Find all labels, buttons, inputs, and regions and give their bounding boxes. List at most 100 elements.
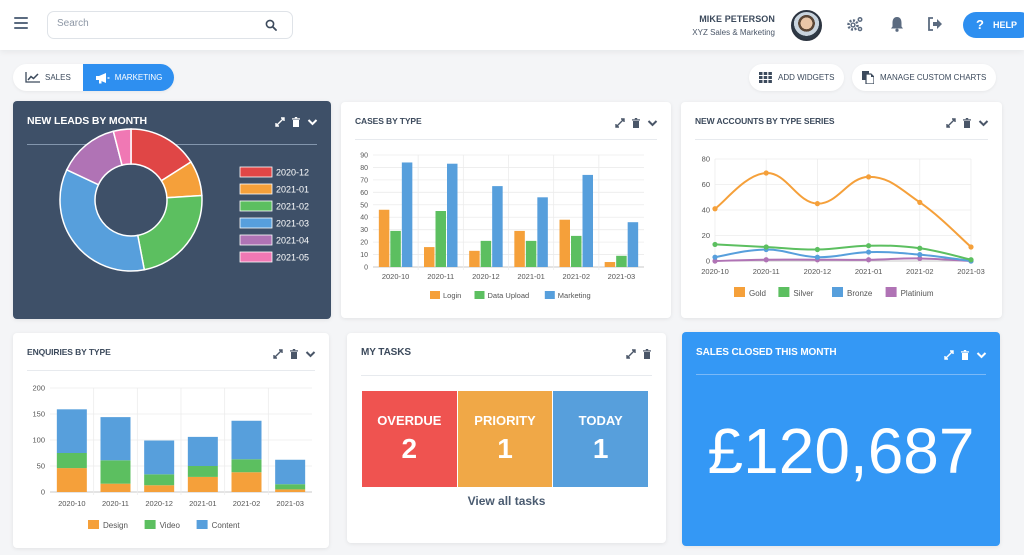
help-button[interactable]: ? HELP bbox=[963, 12, 1024, 38]
tab-sales[interactable]: SALES bbox=[13, 64, 83, 91]
bar[interactable] bbox=[435, 211, 447, 267]
bell-icon[interactable] bbox=[888, 15, 906, 33]
data-point[interactable] bbox=[866, 249, 872, 255]
bar-segment[interactable] bbox=[187, 476, 218, 492]
bar[interactable] bbox=[525, 240, 537, 267]
bar[interactable] bbox=[571, 235, 582, 267]
data-point[interactable] bbox=[917, 199, 923, 205]
data-point[interactable] bbox=[814, 201, 820, 207]
expand-icon[interactable] bbox=[946, 115, 956, 128]
legend-label[interactable]: Silver bbox=[793, 289, 813, 298]
data-point[interactable] bbox=[763, 244, 769, 250]
tab-marketing[interactable]: MARKETING bbox=[82, 64, 175, 91]
bar[interactable] bbox=[480, 240, 492, 267]
menu-icon[interactable] bbox=[14, 17, 28, 29]
bar-segment[interactable] bbox=[144, 485, 175, 492]
data-point[interactable] bbox=[814, 254, 820, 260]
bar[interactable] bbox=[514, 230, 525, 267]
bar-segment[interactable] bbox=[275, 489, 306, 492]
chevron-down-icon[interactable] bbox=[305, 346, 316, 358]
expand-icon[interactable] bbox=[626, 346, 636, 359]
trash-icon[interactable] bbox=[962, 115, 972, 128]
manage-custom-charts-button[interactable]: MANAGE CUSTOM CHARTS bbox=[852, 64, 997, 91]
data-point[interactable] bbox=[968, 244, 974, 250]
chevron-down-icon[interactable] bbox=[978, 115, 989, 127]
donut-slice[interactable] bbox=[112, 128, 132, 167]
chevron-down-icon[interactable] bbox=[307, 114, 318, 126]
expand-icon[interactable] bbox=[273, 346, 283, 359]
bar-segment[interactable] bbox=[187, 436, 218, 466]
trash-icon[interactable] bbox=[291, 114, 301, 127]
legend-label[interactable]: Data Upload bbox=[488, 291, 530, 300]
bar-segment[interactable] bbox=[275, 484, 306, 490]
trash-icon[interactable] bbox=[642, 346, 652, 359]
bar[interactable] bbox=[390, 230, 401, 267]
bar-segment[interactable] bbox=[231, 472, 262, 492]
data-point[interactable] bbox=[866, 174, 872, 180]
bar-segment[interactable] bbox=[187, 466, 218, 477]
line-series[interactable] bbox=[714, 243, 972, 261]
data-point[interactable] bbox=[763, 170, 769, 176]
data-point[interactable] bbox=[866, 257, 872, 263]
data-point[interactable] bbox=[763, 257, 769, 263]
chevron-down-icon[interactable] bbox=[647, 115, 658, 127]
bar[interactable] bbox=[378, 209, 390, 267]
chevron-down-icon[interactable] bbox=[976, 347, 987, 359]
legend-label[interactable]: Video bbox=[160, 521, 181, 530]
bar[interactable] bbox=[582, 174, 594, 267]
bar[interactable] bbox=[447, 163, 458, 267]
data-point[interactable] bbox=[917, 245, 923, 251]
bar[interactable] bbox=[627, 222, 639, 267]
line-series[interactable] bbox=[714, 248, 972, 262]
bar[interactable] bbox=[492, 186, 503, 267]
line-series[interactable] bbox=[714, 257, 972, 262]
bar[interactable] bbox=[424, 247, 435, 267]
data-point[interactable] bbox=[866, 243, 872, 249]
bar[interactable] bbox=[559, 219, 571, 267]
add-widgets-button[interactable]: ADD WIDGETS bbox=[749, 64, 845, 91]
data-point[interactable] bbox=[712, 241, 718, 248]
data-point[interactable] bbox=[917, 255, 923, 262]
data-point[interactable] bbox=[814, 246, 820, 253]
data-point[interactable] bbox=[712, 258, 718, 264]
search-icon[interactable] bbox=[265, 19, 277, 31]
bar-segment[interactable] bbox=[100, 483, 131, 492]
data-point[interactable] bbox=[917, 252, 923, 258]
avatar[interactable] bbox=[791, 10, 822, 41]
data-point[interactable] bbox=[712, 254, 718, 260]
legend-label[interactable]: Gold bbox=[749, 289, 766, 298]
bar-segment[interactable] bbox=[144, 474, 175, 486]
donut-slice[interactable] bbox=[59, 168, 146, 272]
line-series[interactable] bbox=[714, 172, 972, 248]
settings-gears-icon[interactable] bbox=[846, 15, 864, 33]
task-tile-overdue[interactable]: OVERDUE 2 bbox=[362, 391, 457, 487]
bar[interactable] bbox=[401, 162, 413, 267]
bar-segment[interactable] bbox=[56, 453, 87, 469]
view-all-tasks-link[interactable]: View all tasks bbox=[467, 494, 546, 508]
trash-icon[interactable] bbox=[289, 346, 299, 359]
bar-segment[interactable] bbox=[56, 409, 87, 453]
bar-segment[interactable] bbox=[100, 460, 131, 484]
bar-segment[interactable] bbox=[144, 440, 175, 475]
bar[interactable] bbox=[469, 250, 480, 267]
legend-label[interactable]: Design bbox=[103, 521, 128, 530]
expand-icon[interactable] bbox=[615, 115, 625, 128]
logout-icon[interactable] bbox=[926, 15, 944, 33]
bar-segment[interactable] bbox=[231, 459, 262, 473]
task-tile-today[interactable]: TODAY 1 bbox=[552, 391, 649, 487]
search-input[interactable] bbox=[57, 18, 257, 29]
legend-label[interactable]: Login bbox=[443, 291, 461, 300]
bar-segment[interactable] bbox=[56, 468, 87, 492]
legend-label[interactable]: Platinium bbox=[901, 289, 934, 298]
bar[interactable] bbox=[616, 255, 627, 267]
bar-segment[interactable] bbox=[100, 417, 131, 461]
bar[interactable] bbox=[604, 262, 616, 267]
bar-segment[interactable] bbox=[275, 459, 306, 485]
task-tile-priority[interactable]: PRIORITY 1 bbox=[456, 391, 553, 487]
trash-icon[interactable] bbox=[631, 115, 641, 128]
bar-segment[interactable] bbox=[231, 420, 262, 460]
legend-label[interactable]: Content bbox=[212, 521, 241, 530]
donut-slice[interactable] bbox=[136, 194, 203, 271]
legend-label[interactable]: Marketing bbox=[558, 291, 591, 300]
bar[interactable] bbox=[537, 197, 548, 267]
